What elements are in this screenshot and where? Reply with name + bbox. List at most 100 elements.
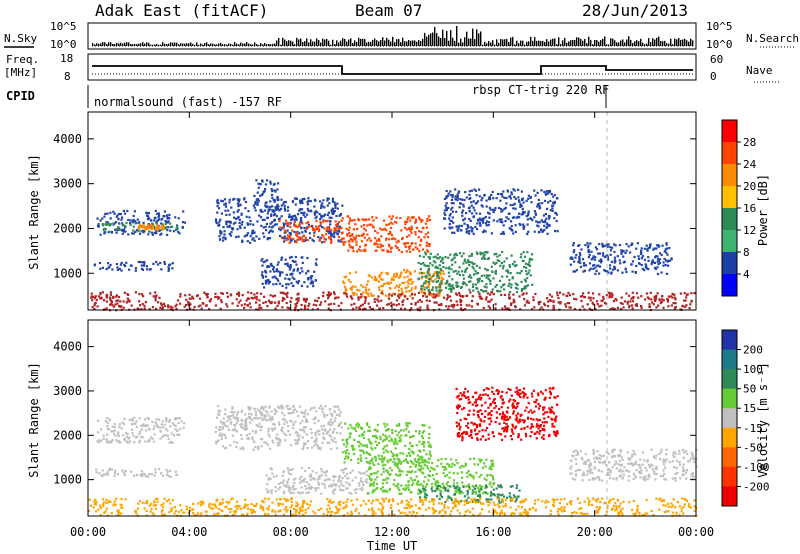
- data-point: [479, 485, 482, 489]
- data-point: [307, 277, 310, 280]
- data-point: [160, 218, 163, 221]
- data-point: [266, 443, 269, 446]
- data-point: [327, 478, 330, 481]
- data-point: [360, 240, 364, 243]
- data-point: [489, 466, 492, 469]
- data-point: [373, 428, 376, 432]
- data-point: [658, 261, 662, 265]
- nsky-bar: [460, 38, 462, 46]
- data-point: [382, 451, 385, 454]
- data-point: [302, 479, 305, 482]
- data-point: [306, 270, 309, 273]
- data-point: [273, 209, 276, 212]
- data-point: [353, 219, 356, 222]
- data-point: [409, 460, 412, 463]
- data-point: [586, 303, 589, 306]
- data-point: [673, 296, 677, 299]
- data-point: [390, 304, 393, 307]
- data-point: [529, 196, 532, 199]
- data-point: [370, 308, 373, 311]
- nsky-bar: [144, 43, 146, 46]
- data-point: [277, 198, 280, 201]
- data-point: [333, 229, 336, 232]
- data-point: [303, 442, 306, 445]
- data-point: [176, 225, 179, 228]
- data-point: [543, 190, 546, 194]
- data-point: [236, 419, 240, 422]
- data-point: [492, 211, 495, 214]
- data-point: [417, 278, 420, 281]
- data-point: [579, 261, 582, 264]
- data-point: [349, 234, 352, 238]
- data-point: [661, 295, 664, 298]
- data-point: [365, 451, 368, 454]
- data-point: [141, 474, 144, 478]
- data-point: [388, 293, 391, 296]
- data-point: [309, 275, 312, 278]
- data-point: [507, 271, 510, 274]
- data-point: [329, 424, 332, 427]
- data-point: [608, 294, 611, 297]
- data-point: [662, 306, 665, 309]
- data-point: [589, 299, 592, 302]
- data-point: [655, 294, 658, 297]
- data-point: [96, 217, 99, 220]
- data-point: [288, 307, 291, 310]
- data-point: [365, 292, 368, 295]
- data-point: [256, 447, 260, 450]
- data-point: [377, 280, 380, 283]
- data-point: [351, 469, 354, 472]
- data-point: [328, 434, 331, 437]
- data-point: [97, 295, 101, 298]
- data-point: [117, 431, 120, 434]
- data-point: [160, 423, 163, 426]
- data-point: [224, 205, 228, 208]
- data-point: [590, 250, 593, 253]
- data-point: [528, 258, 531, 261]
- nsky-bar: [256, 44, 258, 46]
- data-point: [358, 234, 361, 237]
- data-point: [492, 261, 495, 264]
- data-point: [409, 477, 412, 480]
- data-point: [421, 291, 424, 294]
- data-point: [483, 253, 486, 257]
- data-point: [423, 464, 426, 467]
- data-point: [459, 301, 462, 304]
- data-point: [292, 237, 295, 240]
- data-point: [253, 206, 256, 209]
- nsky-bar: [394, 42, 396, 46]
- data-point: [490, 298, 493, 301]
- data-point: [419, 244, 422, 247]
- data-point: [422, 449, 425, 452]
- cpid-2: rbsp CT-trig 220 RF: [472, 83, 609, 97]
- data-point: [635, 264, 638, 268]
- data-point: [149, 224, 153, 227]
- data-point: [263, 286, 266, 289]
- data-point: [581, 258, 585, 261]
- data-point: [339, 432, 342, 435]
- data-point: [379, 227, 382, 230]
- data-point: [402, 292, 405, 295]
- data-point: [405, 454, 408, 457]
- data-point: [236, 411, 239, 414]
- data-point: [648, 305, 651, 308]
- data-point: [549, 299, 552, 302]
- data-point: [472, 200, 475, 203]
- data-point: [113, 432, 116, 435]
- data-point: [469, 291, 472, 294]
- data-point: [115, 439, 118, 442]
- nsky-bar: [574, 39, 576, 46]
- data-point: [262, 226, 265, 229]
- data-point: [610, 295, 613, 298]
- data-point: [481, 412, 484, 415]
- data-point: [266, 411, 269, 414]
- data-point: [664, 263, 667, 267]
- data-point: [367, 302, 370, 305]
- nsky-bar: [192, 43, 194, 46]
- data-point: [350, 296, 353, 299]
- data-point: [154, 209, 157, 212]
- data-point: [323, 237, 326, 240]
- data-point: [381, 489, 384, 492]
- data-point: [251, 436, 254, 439]
- data-point: [118, 423, 122, 426]
